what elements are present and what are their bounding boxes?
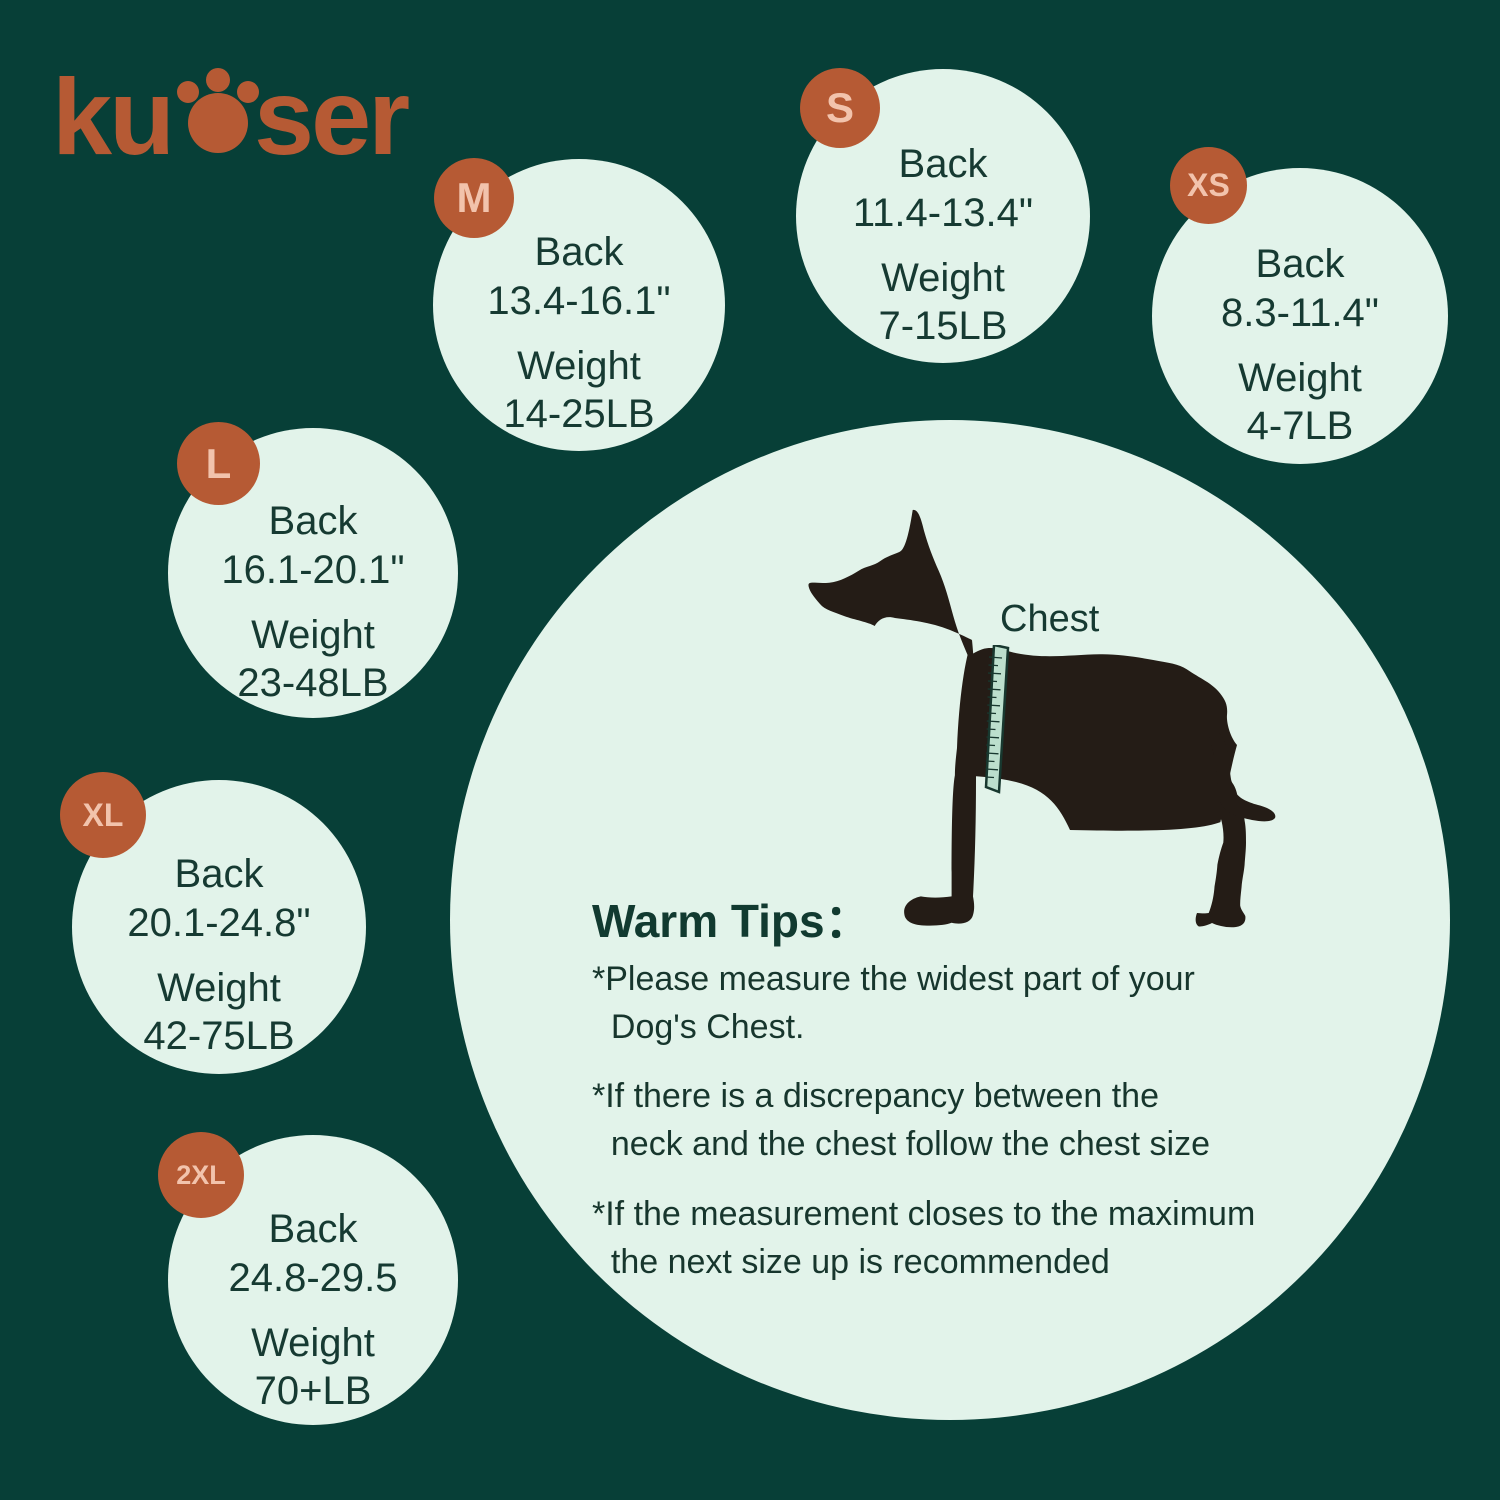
svg-text:ku: ku bbox=[52, 56, 172, 177]
svg-text:ser: ser bbox=[254, 56, 409, 177]
